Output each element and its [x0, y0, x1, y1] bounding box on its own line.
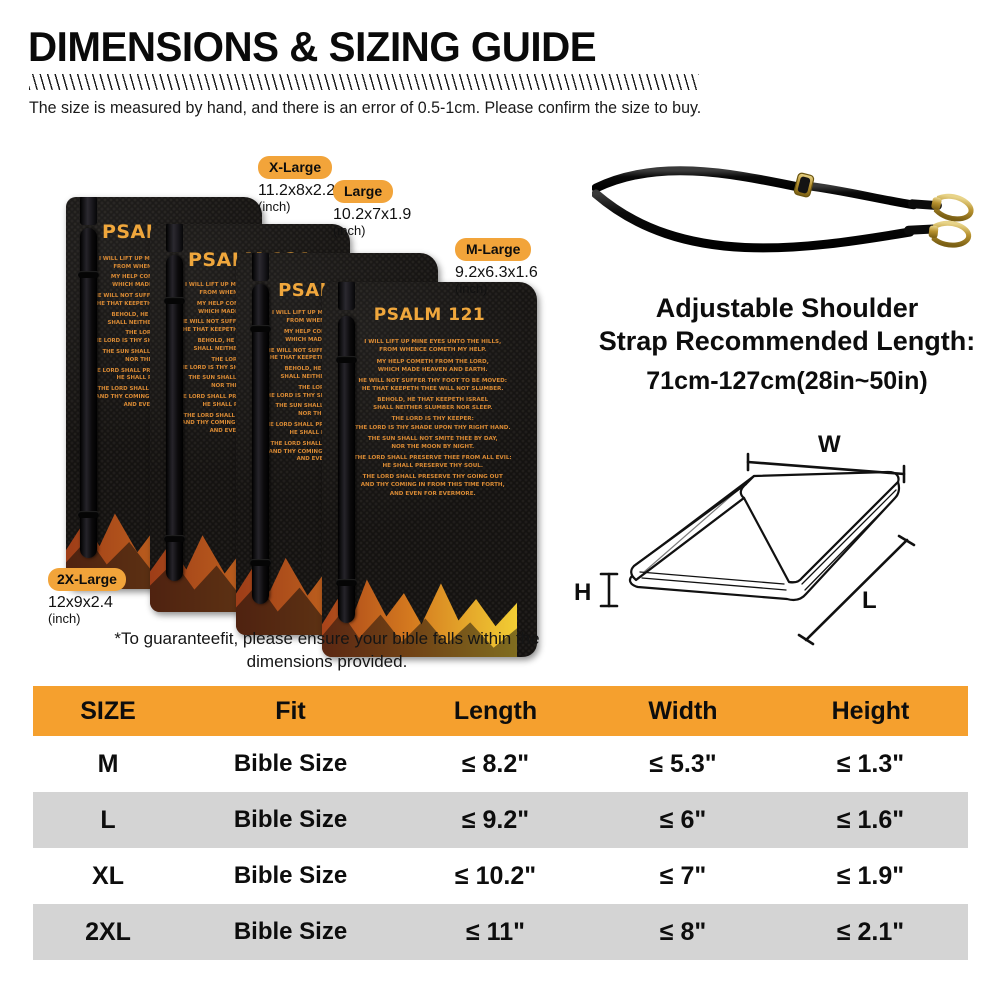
measurement-disclaimer: The size is measured by hand, and there … — [29, 99, 702, 117]
column-header-length: Length — [398, 686, 593, 736]
handle-top-cap — [252, 253, 269, 281]
hatched-divider — [29, 74, 699, 90]
cover-verse: I WILL LIFT UP MINE EYES UNTO THE HILLS,… — [364, 339, 502, 354]
table-row: XL Bible Size ≤ 10.2" ≤ 7" ≤ 1.9" — [33, 848, 968, 904]
strap-heading-line1: Adjustable Shoulder — [655, 293, 919, 323]
table-row: 2XL Bible Size ≤ 11" ≤ 8" ≤ 2.1" — [33, 904, 968, 960]
cover-psalm-title: PSALM 121 — [373, 304, 486, 325]
carry-handle — [336, 315, 357, 624]
handle-top-cap — [80, 197, 97, 225]
cell-fit: Bible Size — [233, 750, 348, 777]
size-dimensions-2xlarge: 12x9x2.4 — [48, 594, 113, 611]
cell-height: ≤ 2.1" — [836, 917, 905, 946]
carry-handle — [164, 255, 185, 581]
length-label: L — [862, 587, 877, 614]
column-header-width: Width — [593, 686, 773, 736]
size-dimensions-mlarge: 9.2x6.3x1.6 — [455, 264, 538, 281]
callout-mlarge: M-Large 9.2x6.3x1.6 (inch) — [455, 238, 538, 296]
cell-size: XL — [92, 861, 124, 890]
column-header-height: Height — [773, 686, 968, 736]
size-dimensions-xlarge: 11.2x8x2.2 — [258, 182, 336, 199]
cell-fit: Bible Size — [233, 806, 348, 833]
table-header-row: SIZE Fit Length Width Height — [33, 686, 968, 736]
cover-verse: MY HELP COMETH FROM THE LORD,WHICH MADE … — [376, 358, 489, 373]
handle-top-cap — [166, 224, 183, 252]
size-unit-large: (inch) — [333, 223, 366, 238]
gold-clasp-upper — [931, 193, 974, 222]
cell-size: M — [97, 749, 119, 778]
shoulder-strap-illustration — [592, 166, 974, 253]
cover-artwork-mlarge: PSALM 121 I WILL LIFT UP MINE EYES UNTO … — [322, 282, 537, 657]
bible-cover-stack: PSALM 121 I WILL LIFT UP MINE EYES UNTO … — [0, 0, 580, 657]
table-row: M Bible Size ≤ 8.2" ≤ 5.3" ≤ 1.3" — [33, 736, 968, 792]
length-dimension-arrow — [797, 534, 916, 646]
mountain-graphic — [322, 579, 517, 657]
size-unit-mlarge: (inch) — [455, 281, 488, 296]
size-badge-2xlarge: 2X-Large — [48, 568, 126, 591]
callout-xlarge: X-Large 11.2x8x2.2 (inch) — [258, 156, 335, 214]
size-badge-mlarge: M-Large — [455, 238, 532, 261]
cell-size: L — [100, 805, 116, 834]
gold-clasp-lower — [928, 220, 972, 248]
size-badge-large: Large — [333, 180, 394, 203]
cell-height: ≤ 1.3" — [836, 749, 905, 778]
cell-width: ≤ 5.3" — [649, 749, 717, 778]
cover-verse: THE LORD IS THY KEEPER:THE LORD IS THY S… — [354, 416, 511, 431]
column-header-fit: Fit — [183, 686, 398, 736]
carry-handle — [250, 283, 271, 605]
cell-fit: Bible Size — [233, 918, 348, 945]
strap-heading: Adjustable Shoulder Strap Recommended Le… — [592, 292, 982, 358]
height-label: H — [574, 579, 591, 606]
cell-length: ≤ 10.2" — [454, 861, 537, 890]
cover-verse: HE WILL NOT SUFFER THY FOOT TO BE MOVED:… — [358, 377, 508, 392]
size-unit-xlarge: (inch) — [258, 199, 291, 214]
cell-length: ≤ 11" — [466, 917, 525, 946]
cell-fit: Bible Size — [233, 862, 348, 889]
size-unit-2xlarge: (inch) — [48, 611, 81, 626]
size-chart-table: SIZE Fit Length Width Height M Bible Siz… — [33, 686, 968, 960]
cover-verse: THE SUN SHALL NOT SMITE THEE BY DAY,NOR … — [367, 435, 498, 450]
cell-length: ≤ 9.2" — [461, 805, 530, 834]
cell-width: ≤ 7" — [659, 861, 707, 890]
callout-2xlarge: 2X-Large 12x9x2.4 (inch) — [48, 568, 126, 626]
callout-large: Large 10.2x7x1.9 (inch) — [333, 180, 411, 238]
handle-top-cap — [338, 282, 355, 310]
carry-handle — [78, 228, 99, 558]
cover-verse: THE LORD SHALL PRESERVE THEE FROM ALL EV… — [353, 455, 512, 470]
book-dimension-diagram: W H L — [574, 432, 916, 646]
cell-height: ≤ 1.6" — [836, 805, 905, 834]
cell-width: ≤ 6" — [659, 805, 707, 834]
size-badge-xlarge: X-Large — [258, 156, 333, 179]
page-title: DIMENSIONS & SIZING GUIDE — [28, 23, 597, 70]
column-header-size: SIZE — [33, 686, 183, 736]
width-label: W — [818, 432, 841, 458]
strap-heading-line2: Strap Recommended Length: — [598, 325, 976, 356]
cell-width: ≤ 8" — [659, 917, 707, 946]
cell-size: 2XL — [85, 917, 131, 946]
cell-length: ≤ 8.2" — [461, 749, 530, 778]
bible-cover-mlarge: PSALM 121 I WILL LIFT UP MINE EYES UNTO … — [322, 282, 537, 657]
table-row: L Bible Size ≤ 9.2" ≤ 6" ≤ 1.6" — [33, 792, 968, 848]
size-dimensions-large: 10.2x7x1.9 — [333, 206, 412, 223]
width-dimension-arrow — [746, 452, 906, 484]
strap-length-value: 71cm-127cm(28in~50in) — [646, 367, 928, 395]
cell-height: ≤ 1.9" — [836, 861, 905, 890]
cover-verse-block: I WILL LIFT UP MINE EYES UNTO THE HILLS,… — [339, 338, 526, 500]
fit-guarantee-note: *To guaranteefit, please ensure your bib… — [114, 629, 540, 671]
height-dimension-arrow — [599, 572, 619, 608]
